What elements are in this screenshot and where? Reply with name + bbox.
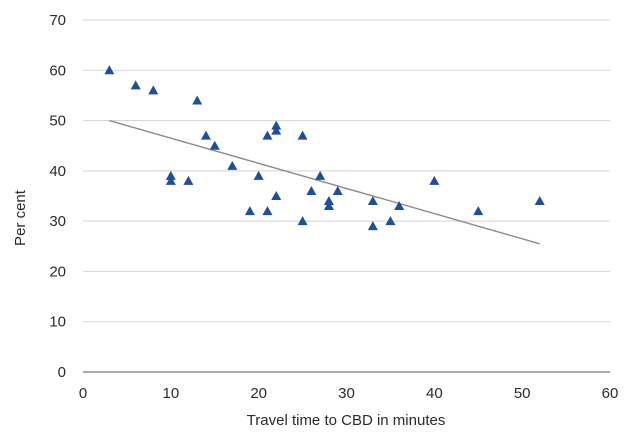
data-point-triangle	[271, 191, 282, 200]
data-point-triangle	[367, 221, 378, 231]
data-point-triangle	[297, 130, 308, 140]
y-tick-label: 40	[49, 163, 66, 180]
y-axis-title: Per cent	[12, 189, 29, 246]
data-point-triangle	[306, 185, 317, 195]
y-tick-label: 0	[58, 364, 66, 381]
data-point-triangle	[323, 201, 334, 211]
x-tick-label: 40	[426, 385, 443, 402]
data-point-triangle	[534, 196, 545, 206]
y-tick-label: 70	[49, 12, 66, 29]
x-tick-labels: 0 10 20 30 40 50 60	[79, 385, 619, 402]
data-point-triangle	[209, 140, 220, 150]
data-point-triangle	[297, 216, 308, 226]
x-tick-label: 50	[514, 385, 531, 402]
data-point-triangle	[183, 175, 194, 185]
data-points	[104, 65, 545, 231]
data-point-triangle	[271, 120, 282, 130]
x-tick-label: 0	[79, 385, 87, 402]
data-point-triangle	[385, 216, 396, 226]
y-tick-label: 10	[49, 314, 66, 331]
data-point-triangle	[253, 170, 264, 180]
data-point-triangle	[367, 196, 378, 206]
data-point-triangle	[271, 125, 282, 135]
data-point-triangle	[473, 206, 484, 216]
data-point-triangle	[315, 170, 326, 180]
data-point-triangle	[192, 95, 203, 105]
data-point-triangle	[130, 80, 141, 90]
x-tick-label: 10	[162, 385, 179, 402]
data-point-triangle	[262, 130, 273, 140]
gridlines	[83, 19, 610, 323]
y-tick-label: 20	[49, 263, 66, 280]
data-point-triangle	[429, 175, 440, 185]
data-point-triangle	[165, 175, 176, 185]
data-point-triangle	[200, 130, 211, 140]
data-point-triangle	[165, 170, 176, 180]
data-point-triangle	[104, 65, 115, 75]
data-point-triangle	[244, 206, 255, 216]
data-point-triangle	[262, 206, 273, 216]
data-point-triangle	[394, 201, 405, 211]
x-axis-title: Travel time to CBD in minutes	[247, 412, 446, 429]
data-point-triangle	[332, 185, 343, 195]
x-tick-label: 30	[338, 385, 355, 402]
x-tick-label: 20	[250, 385, 267, 402]
data-point-triangle	[323, 196, 334, 206]
y-tick-labels: 0 10 20 30 40 50 60 70	[49, 12, 66, 381]
y-tick-label: 30	[49, 213, 66, 230]
data-point-triangle	[148, 85, 159, 95]
x-tick-label: 60	[602, 385, 619, 402]
y-tick-label: 50	[49, 113, 66, 130]
y-tick-label: 60	[49, 62, 66, 79]
data-point-triangle	[227, 160, 238, 170]
trendline	[109, 119, 540, 245]
